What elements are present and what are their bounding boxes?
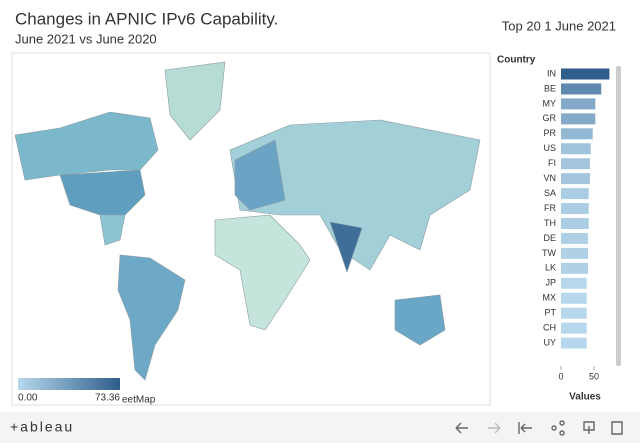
subtitle: June 2021 vs June 2020 bbox=[15, 31, 157, 46]
bar bbox=[561, 203, 589, 215]
x-tick-label: 0 bbox=[558, 371, 563, 381]
legend-min: 0.00 bbox=[18, 393, 38, 404]
bar bbox=[561, 98, 596, 110]
attribution: eetMap bbox=[122, 395, 156, 406]
toolbar bbox=[0, 412, 640, 443]
category-label: Country bbox=[497, 55, 536, 66]
bar bbox=[561, 143, 591, 155]
category-label: GR bbox=[543, 113, 557, 123]
category-label: JP bbox=[545, 278, 556, 288]
map bbox=[14, 61, 481, 381]
category-label: UY bbox=[543, 337, 556, 347]
context: Top 20 1 June 2021 bbox=[502, 18, 616, 33]
category-label: CH bbox=[543, 323, 556, 333]
category-label: FR bbox=[544, 203, 556, 213]
category-label: BE bbox=[544, 83, 556, 93]
south-america bbox=[117, 254, 186, 381]
europe bbox=[234, 139, 286, 211]
category-label: MX bbox=[543, 293, 557, 303]
bar bbox=[561, 337, 587, 349]
x-axis-label: Values bbox=[569, 392, 601, 403]
category-label: IN bbox=[547, 68, 556, 78]
category-label: VN bbox=[543, 173, 556, 183]
india bbox=[329, 221, 363, 273]
bar bbox=[561, 232, 589, 244]
bar bbox=[561, 173, 591, 185]
x-tick-label: 50 bbox=[589, 371, 599, 381]
bar bbox=[561, 262, 589, 274]
category-label: TH bbox=[544, 218, 556, 228]
category-label: DE bbox=[543, 233, 556, 243]
share-3[interactable] bbox=[559, 430, 565, 436]
comments[interactable] bbox=[611, 421, 623, 435]
bar bbox=[561, 128, 593, 140]
bar bbox=[561, 322, 587, 334]
bar bbox=[561, 247, 589, 259]
bar bbox=[561, 292, 587, 304]
legend-ramp bbox=[18, 378, 120, 390]
category-label: PT bbox=[544, 308, 556, 318]
africa bbox=[214, 214, 311, 331]
bar bbox=[561, 83, 602, 95]
legend-max: 73.36 bbox=[95, 393, 120, 404]
redo[interactable] bbox=[488, 422, 501, 434]
revert[interactable] bbox=[518, 422, 532, 434]
mexico bbox=[99, 214, 126, 246]
toolbar-icons bbox=[455, 420, 623, 436]
bar bbox=[561, 158, 591, 170]
category-label: FI bbox=[548, 158, 556, 168]
category-label: MY bbox=[543, 98, 557, 108]
category-label: LK bbox=[545, 263, 556, 273]
eurasia bbox=[229, 119, 481, 271]
bar bbox=[561, 277, 587, 289]
bar bbox=[561, 307, 587, 319]
title: Changes in APNIC IPv6 Capability. bbox=[15, 9, 278, 28]
scrollbar[interactable] bbox=[616, 66, 621, 366]
category-label: SA bbox=[544, 188, 556, 198]
bar bbox=[561, 218, 589, 229]
brand: +ableau bbox=[10, 419, 74, 435]
category-label: TW bbox=[542, 248, 556, 258]
category-label: PR bbox=[543, 128, 556, 138]
undo[interactable] bbox=[455, 422, 468, 434]
share-1[interactable] bbox=[551, 425, 557, 431]
bar bbox=[561, 68, 610, 80]
share-2[interactable] bbox=[559, 420, 565, 426]
category-label: US bbox=[543, 143, 556, 153]
bar bbox=[561, 113, 596, 125]
bar bbox=[561, 188, 589, 200]
download[interactable] bbox=[583, 421, 595, 434]
australia bbox=[394, 294, 446, 346]
greenland bbox=[164, 61, 226, 141]
canada bbox=[14, 111, 159, 181]
